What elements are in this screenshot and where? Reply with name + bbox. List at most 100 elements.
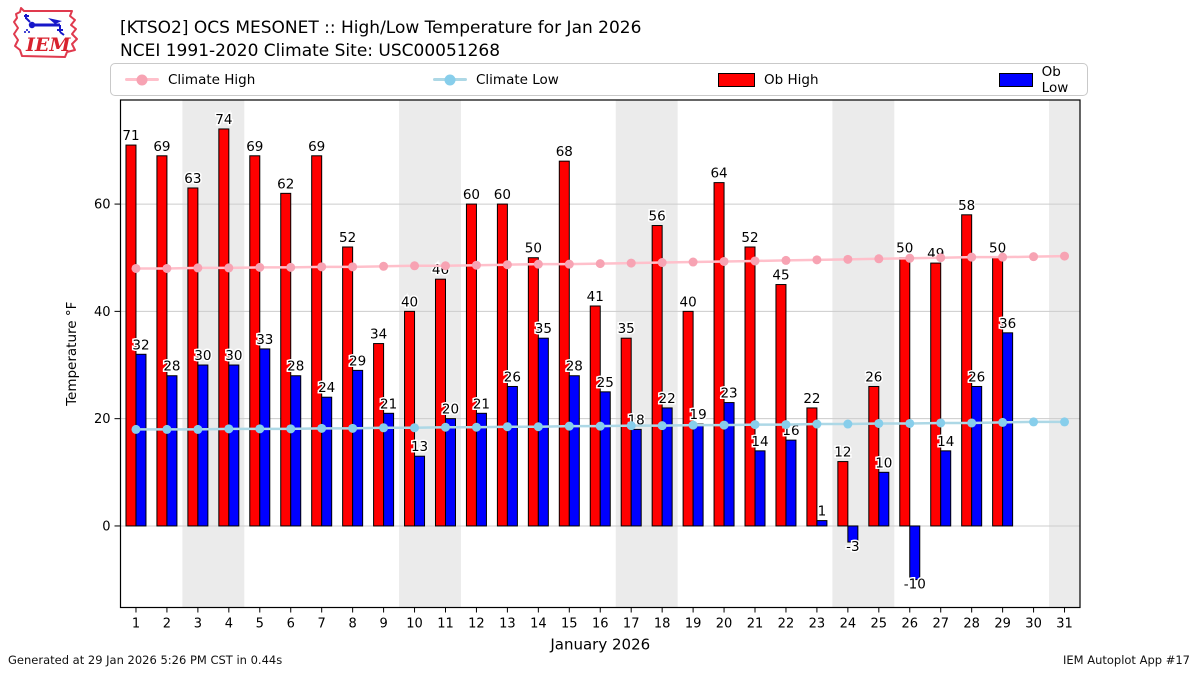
x-tick-label: 23 <box>809 617 826 632</box>
x-tick-label: 1 <box>132 617 140 632</box>
ob-high-label: 35 <box>618 321 635 337</box>
climate-high-marker <box>1060 251 1070 261</box>
ob-high-bar <box>775 284 787 527</box>
ob-low-label: 26 <box>968 369 985 385</box>
ob-low-label: 1 <box>818 504 827 520</box>
ob-high-label: 41 <box>587 289 604 305</box>
climate-high-marker <box>843 254 853 264</box>
climate-low-marker <box>162 424 172 434</box>
y-tick-label: 0 <box>102 519 110 534</box>
ob-low-label: 21 <box>380 396 397 412</box>
ob-low-label: 25 <box>597 375 614 391</box>
ob-low-label: 32 <box>132 337 149 353</box>
x-tick-label: 2 <box>163 617 171 632</box>
ob-low-bar <box>568 375 580 527</box>
x-tick-label: 9 <box>379 617 387 632</box>
climate-high-marker <box>131 263 141 273</box>
x-tick-label: 29 <box>994 617 1011 632</box>
ob-high-bar <box>156 155 168 527</box>
ob-low-bar <box>816 520 828 527</box>
ob-low-label: 24 <box>318 380 335 396</box>
ob-high-label: 69 <box>308 139 325 155</box>
ob-low-bar <box>228 364 240 527</box>
ob-low-swatch-icon <box>999 72 1033 87</box>
climate-low-marker <box>657 421 667 431</box>
ob-low-label: 28 <box>163 359 180 375</box>
climate-high-marker <box>874 254 884 264</box>
ob-high-bar <box>496 203 508 527</box>
x-tick-label: 30 <box>1025 617 1042 632</box>
ob-high-bar <box>342 246 354 527</box>
climate-high-marker <box>688 257 698 267</box>
x-tick-label: 26 <box>901 617 918 632</box>
climate-low-marker <box>998 417 1008 427</box>
climate-low-marker <box>688 420 698 430</box>
ob-low-bar <box>444 418 456 527</box>
ob-low-label: 28 <box>287 359 304 375</box>
ob-low-bar <box>878 471 890 527</box>
weekend-band <box>1049 100 1080 608</box>
ob-low-bar <box>383 412 395 527</box>
climate-low-marker <box>1029 417 1039 427</box>
y-tick-label: 40 <box>94 305 111 320</box>
x-tick-label: 17 <box>623 617 640 632</box>
ob-low-bar <box>847 525 859 543</box>
climate-high-marker <box>998 252 1008 262</box>
ob-high-bar <box>744 246 756 527</box>
ob-low-label: 29 <box>349 353 366 369</box>
climate-high-marker <box>255 262 265 272</box>
climate-high-marker <box>936 253 946 263</box>
legend-ob-low: Ob Low <box>999 64 1087 96</box>
ob-low-label: -10 <box>904 577 926 593</box>
climate-high-marker <box>595 259 605 269</box>
climate-high-marker <box>1029 252 1039 262</box>
ob-high-label: 62 <box>277 176 294 192</box>
ob-low-bar <box>506 385 518 527</box>
ob-low-bar <box>321 396 333 527</box>
ob-high-bar <box>651 225 663 527</box>
ob-low-bar <box>414 455 426 527</box>
ob-low-bar <box>599 391 611 527</box>
ob-high-label: 40 <box>680 294 697 310</box>
ob-low-bar <box>692 423 704 527</box>
ob-low-label: 33 <box>256 332 273 348</box>
ob-high-label: 69 <box>246 139 263 155</box>
climate-low-marker <box>1060 417 1070 427</box>
climate-low-marker <box>410 423 420 433</box>
x-tick-label: 28 <box>963 617 980 632</box>
ob-high-bar <box>930 262 942 527</box>
x-tick-label: 7 <box>318 617 326 632</box>
x-tick-label: 3 <box>194 617 202 632</box>
ob-low-label: 22 <box>659 391 676 407</box>
ob-high-bar <box>527 257 539 527</box>
climate-high-marker <box>564 259 574 269</box>
ob-low-bar <box>940 450 952 527</box>
climate-high-marker <box>533 259 543 269</box>
ob-low-label: 10 <box>875 455 892 471</box>
climate-high-marker <box>781 255 791 265</box>
x-tick-label: 24 <box>840 617 857 632</box>
ob-low-label: 14 <box>751 434 768 450</box>
climate-low-marker <box>502 422 512 432</box>
ob-high-bar <box>620 337 632 527</box>
climate-high-marker <box>440 261 450 271</box>
ob-high-label: 52 <box>741 230 758 246</box>
ob-low-bar <box>754 450 766 527</box>
ob-low-label: -3 <box>846 539 859 555</box>
ob-low-bar <box>197 364 209 527</box>
climate-low-line-icon <box>433 74 467 85</box>
ob-low-label: 26 <box>504 369 521 385</box>
ob-low-bar <box>290 375 302 527</box>
x-tick-label: 14 <box>530 617 547 632</box>
ob-high-bar <box>961 214 973 527</box>
chart-subtitle: NCEI 1991-2020 Climate Site: USC00051268 <box>120 41 501 61</box>
climate-low-marker <box>936 418 946 428</box>
ob-high-bar <box>899 257 911 527</box>
ob-high-bar <box>125 144 137 527</box>
ob-high-swatch-icon <box>718 72 755 87</box>
ob-high-label: 22 <box>803 391 820 407</box>
ob-high-bar <box>218 128 230 527</box>
ob-low-label: 30 <box>225 348 242 364</box>
